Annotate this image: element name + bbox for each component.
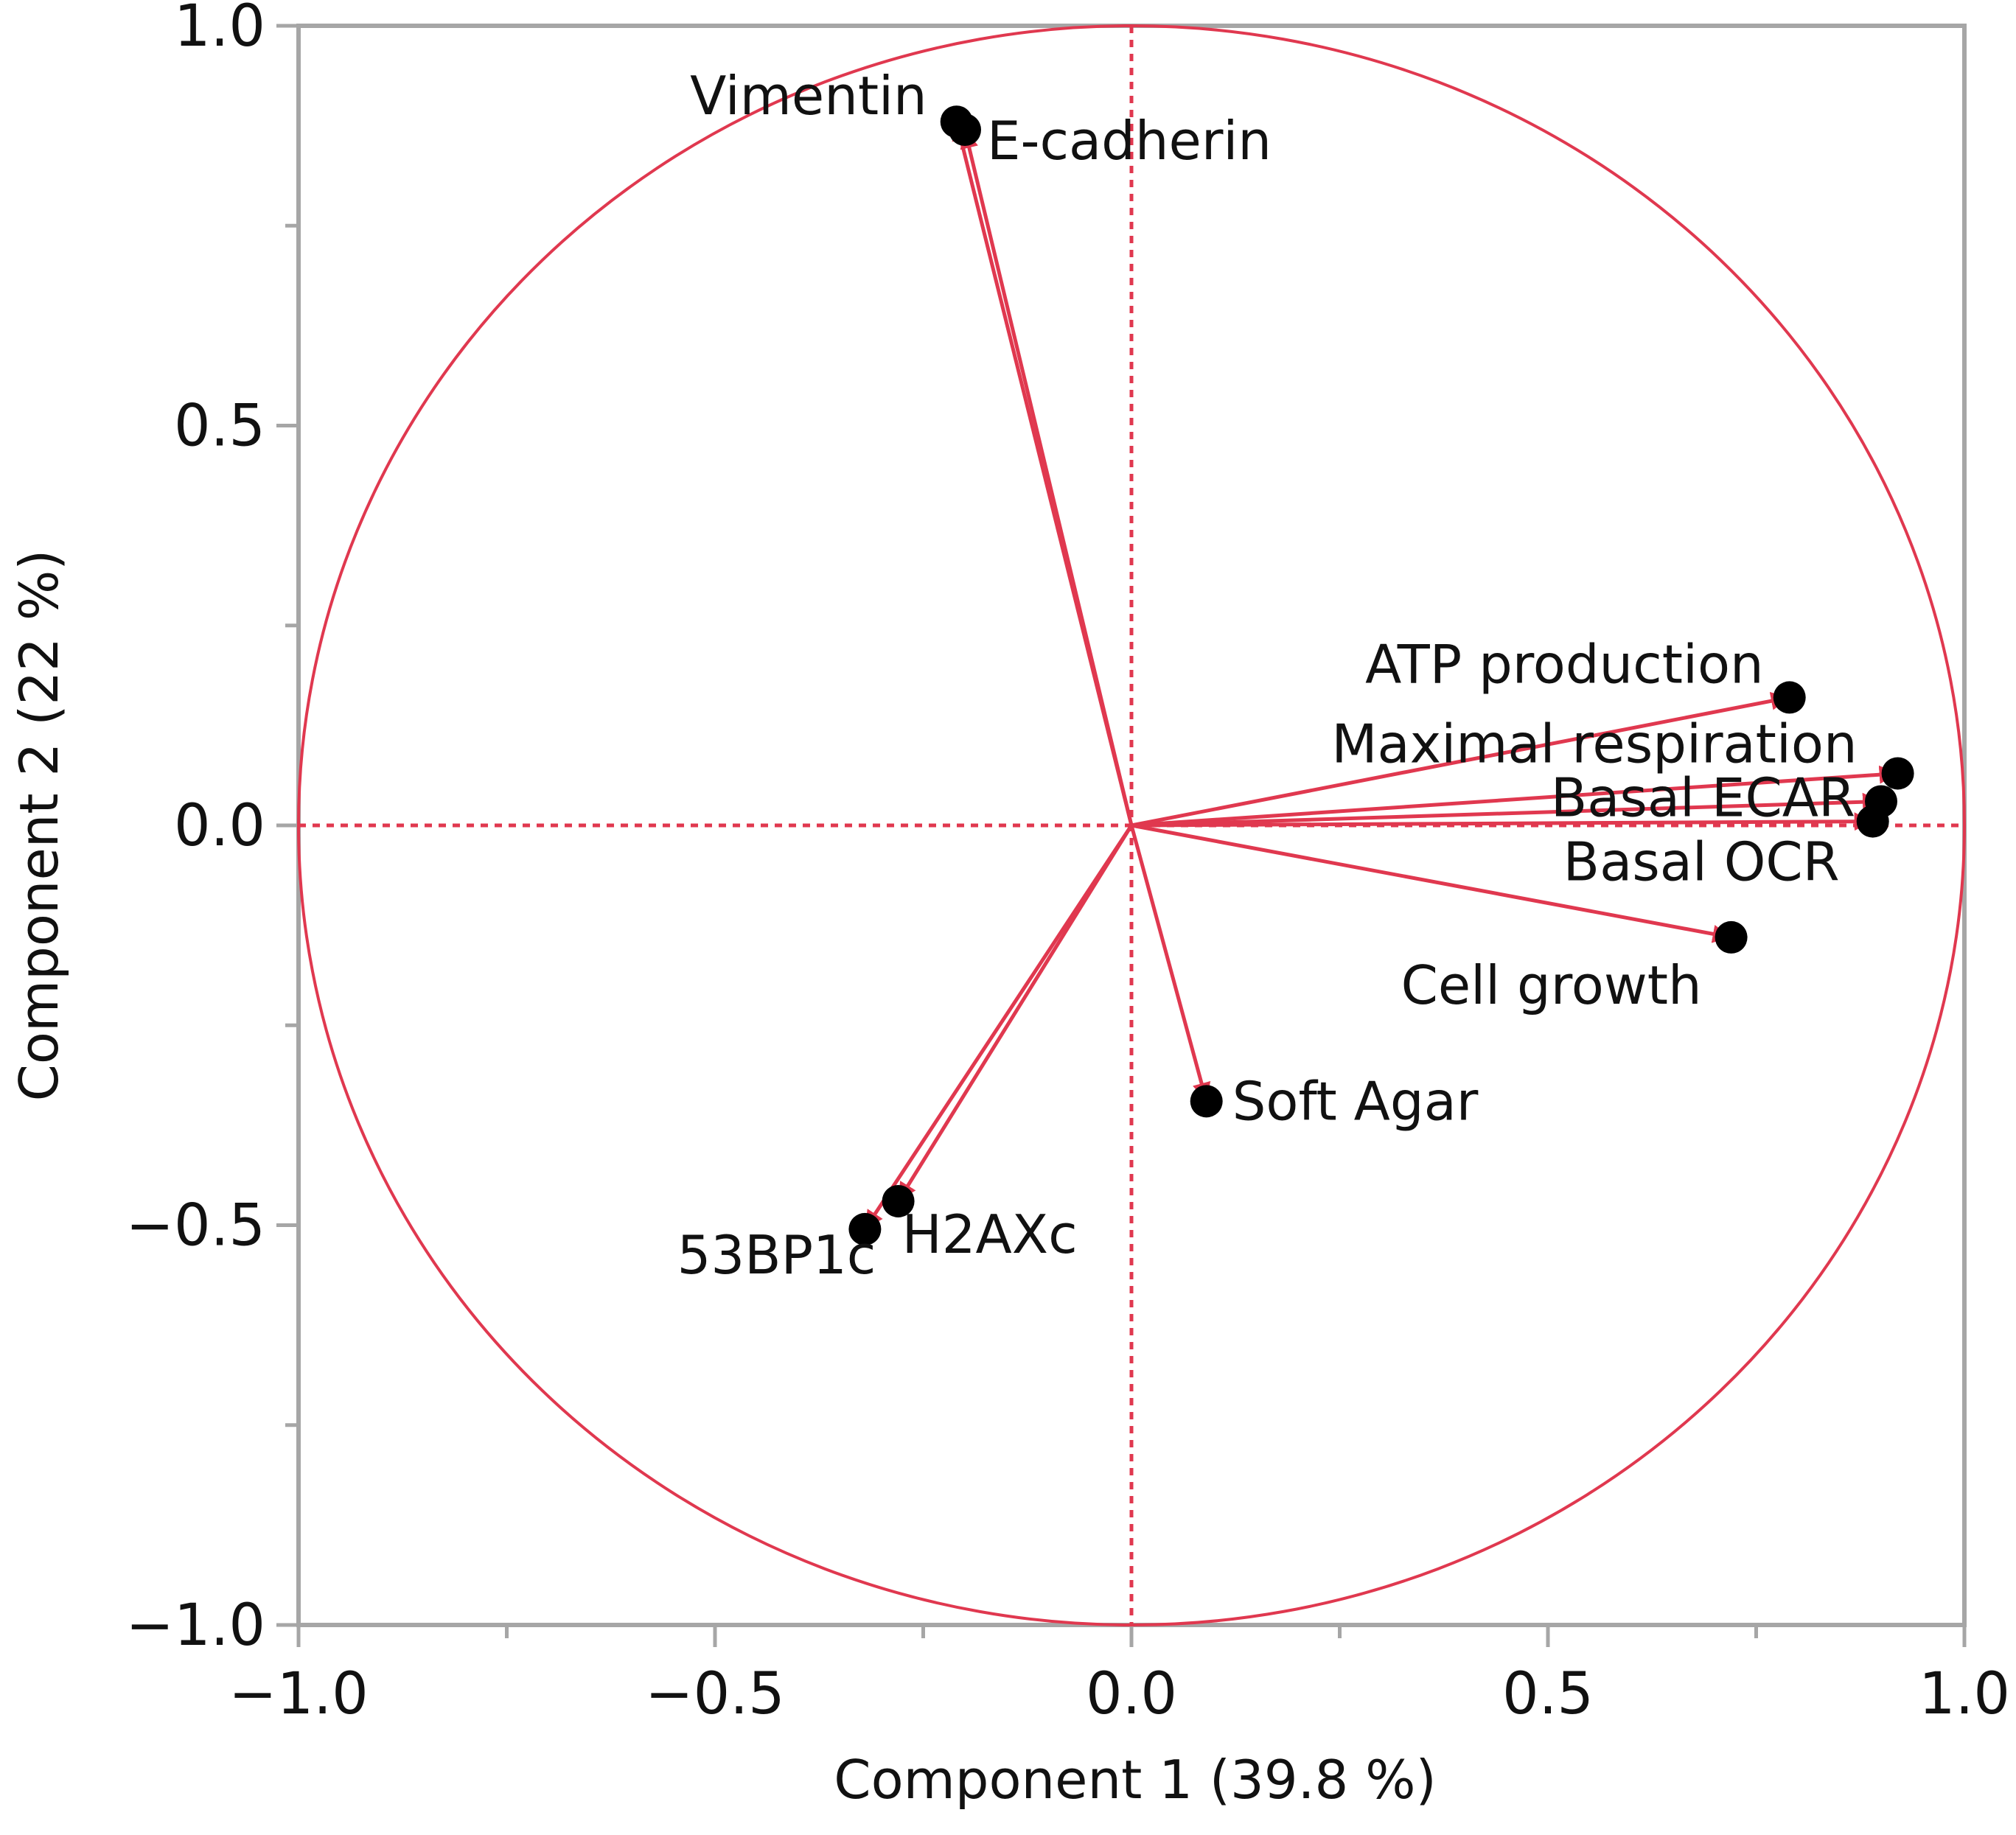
loading-point-maximal-respiration <box>1881 757 1914 790</box>
y-tick-label: 0.5 <box>174 394 265 460</box>
point-label-maximal-respiration: Maximal respiration <box>1331 713 1857 775</box>
x-tick-label: 0.5 <box>1502 1661 1594 1727</box>
x-axis-title: Component 1 (39.8 %) <box>834 1749 1436 1811</box>
loading-vector-maximal-respiration <box>1131 765 1898 828</box>
point-label-basal-ocr: Basal OCR <box>1563 831 1840 893</box>
loading-vector-basal-ocr <box>1131 812 1873 831</box>
loading-vectors-layer <box>863 121 1898 1231</box>
point-label-e-cadherin: E-cadherin <box>987 110 1272 172</box>
loading-vector-basal-ecar <box>1131 792 1882 828</box>
x-tick-label: −1.0 <box>229 1661 368 1727</box>
loading-vector-e-cadherin <box>960 129 1134 826</box>
unit-circle <box>297 24 1966 1626</box>
ticks-layer: −1.0 −0.5 0.0 0.5 1.0 −1.0 −0.5 0.0 0.5 1.0 <box>126 0 2010 1727</box>
loading-point-53bp1c <box>848 1212 882 1245</box>
unit-circle-layer <box>297 24 1966 1626</box>
loading-point-e-cadherin <box>949 113 981 147</box>
loading-vector-53bp1c <box>863 824 1134 1231</box>
y-tick-label: −1.0 <box>126 1593 265 1659</box>
loading-point-h2axc <box>882 1184 915 1217</box>
loading-vector-atp-production <box>1131 691 1790 828</box>
point-label-vimentin: Vimentin <box>690 65 927 127</box>
loading-point-soft-agar <box>1190 1085 1223 1118</box>
loading-point-basal-ocr <box>1856 805 1889 838</box>
point-label-h2axc: H2AXc <box>902 1203 1078 1265</box>
loading-vector-h2axc <box>896 824 1134 1203</box>
y-axis-title: Component 2 (22 %) <box>8 550 70 1102</box>
y-tick-label: −0.5 <box>126 1193 265 1259</box>
x-tick-label: −0.5 <box>645 1661 784 1727</box>
x-tick-label: 0.0 <box>1086 1661 1177 1727</box>
point-labels-layer: Vimentin E-cadherin ATP production Maximal … <box>677 65 1858 1286</box>
point-label-cell-growth: Cell growth <box>1401 954 1702 1016</box>
loading-point-cell-growth <box>1715 920 1748 954</box>
point-label-basal-ecar: Basal ECAR <box>1551 766 1855 828</box>
x-tick-label: 1.0 <box>1919 1661 2010 1727</box>
y-tick-label: 0.0 <box>174 793 265 859</box>
point-label-soft-agar: Soft Agar <box>1232 1070 1479 1132</box>
loading-vector-soft-agar <box>1129 825 1211 1102</box>
y-tick-label: 1.0 <box>174 0 265 60</box>
loading-vector-cell-growth <box>1131 823 1732 943</box>
point-label-53bp1c: 53BP1c <box>677 1224 876 1286</box>
loading-points-layer <box>848 105 1914 1245</box>
loading-point-atp-production <box>1773 681 1806 714</box>
point-label-atp-production: ATP production <box>1365 633 1764 695</box>
